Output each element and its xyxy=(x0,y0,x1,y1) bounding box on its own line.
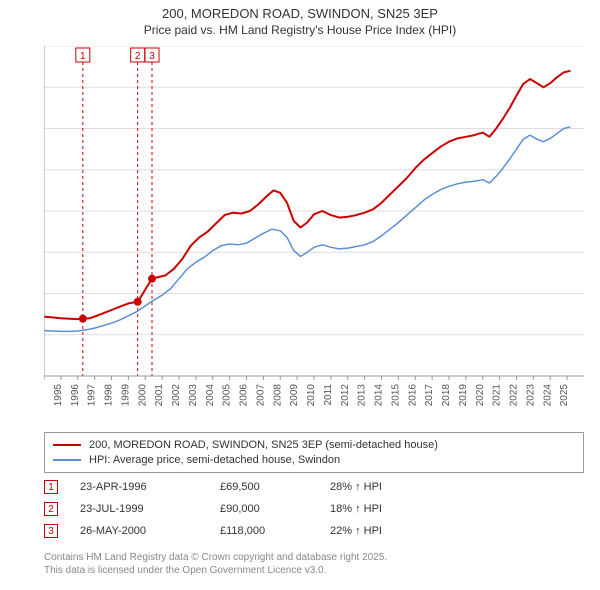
svg-text:2003: 2003 xyxy=(188,384,199,406)
svg-text:2018: 2018 xyxy=(441,384,452,406)
chart-plot-area: £0£50K£100K£150K£200K£250K£300K£350K£400… xyxy=(44,46,584,406)
svg-text:1: 1 xyxy=(80,51,86,62)
svg-text:2004: 2004 xyxy=(205,384,216,406)
svg-text:1997: 1997 xyxy=(87,384,98,406)
svg-text:2019: 2019 xyxy=(458,384,469,406)
svg-text:2017: 2017 xyxy=(424,384,435,406)
svg-text:2006: 2006 xyxy=(239,384,250,406)
event-hpi-2: 18% ↑ HPI xyxy=(330,503,382,515)
title-block: 200, MOREDON ROAD, SWINDON, SN25 3EP Pri… xyxy=(0,0,600,37)
svg-text:2001: 2001 xyxy=(154,384,165,406)
svg-text:2008: 2008 xyxy=(272,384,283,406)
svg-text:2010: 2010 xyxy=(306,384,317,406)
event-price-3: £118,000 xyxy=(220,525,330,537)
svg-text:2012: 2012 xyxy=(340,384,351,406)
event-row-1: 1 23-APR-1996 £69,500 28% ↑ HPI xyxy=(44,476,584,498)
svg-text:2023: 2023 xyxy=(525,384,536,406)
svg-text:2015: 2015 xyxy=(390,384,401,406)
legend-row-2: HPI: Average price, semi-detached house,… xyxy=(53,452,575,467)
svg-text:1998: 1998 xyxy=(104,384,115,406)
footer-attribution: Contains HM Land Registry data © Crown c… xyxy=(44,552,584,577)
legend-label-2: HPI: Average price, semi-detached house,… xyxy=(89,454,340,466)
event-date-2: 23-JUL-1999 xyxy=(80,503,220,515)
event-marker-2: 2 xyxy=(44,502,58,516)
event-hpi-1: 28% ↑ HPI xyxy=(330,481,382,493)
chart-container: 200, MOREDON ROAD, SWINDON, SN25 3EP Pri… xyxy=(0,0,600,590)
legend-box: 200, MOREDON ROAD, SWINDON, SN25 3EP (se… xyxy=(44,432,584,473)
event-hpi-3: 22% ↑ HPI xyxy=(330,525,382,537)
svg-text:2: 2 xyxy=(135,51,141,62)
svg-text:2005: 2005 xyxy=(222,384,233,406)
svg-text:2002: 2002 xyxy=(171,384,182,406)
event-price-1: £69,500 xyxy=(220,481,330,493)
event-date-1: 23-APR-1996 xyxy=(80,481,220,493)
svg-text:2007: 2007 xyxy=(255,384,266,406)
svg-text:2021: 2021 xyxy=(492,384,503,406)
event-date-3: 26-MAY-2000 xyxy=(80,525,220,537)
legend-label-1: 200, MOREDON ROAD, SWINDON, SN25 3EP (se… xyxy=(89,439,438,451)
event-price-2: £90,000 xyxy=(220,503,330,515)
svg-text:3: 3 xyxy=(149,51,155,62)
svg-text:1999: 1999 xyxy=(120,384,131,406)
svg-text:2011: 2011 xyxy=(323,384,334,406)
footer-line-1: Contains HM Land Registry data © Crown c… xyxy=(44,552,584,565)
svg-text:2013: 2013 xyxy=(357,384,368,406)
legend-swatch-1 xyxy=(53,444,81,446)
svg-text:1994: 1994 xyxy=(44,384,47,406)
legend-row-1: 200, MOREDON ROAD, SWINDON, SN25 3EP (se… xyxy=(53,437,575,452)
footer-line-2: This data is licensed under the Open Gov… xyxy=(44,565,584,578)
sale-events-block: 1 23-APR-1996 £69,500 28% ↑ HPI 2 23-JUL… xyxy=(44,476,584,542)
svg-text:1995: 1995 xyxy=(53,384,64,406)
svg-text:2016: 2016 xyxy=(407,384,418,406)
svg-text:2014: 2014 xyxy=(374,384,385,406)
chart-svg: £0£50K£100K£150K£200K£250K£300K£350K£400… xyxy=(44,46,584,406)
event-marker-3: 3 xyxy=(44,524,58,538)
event-marker-1: 1 xyxy=(44,480,58,494)
svg-text:1996: 1996 xyxy=(70,384,81,406)
svg-text:2009: 2009 xyxy=(289,384,300,406)
svg-text:2000: 2000 xyxy=(137,384,148,406)
svg-text:2024: 2024 xyxy=(542,384,553,406)
title-line-1: 200, MOREDON ROAD, SWINDON, SN25 3EP xyxy=(0,6,600,21)
svg-text:2025: 2025 xyxy=(559,384,570,406)
event-row-3: 3 26-MAY-2000 £118,000 22% ↑ HPI xyxy=(44,520,584,542)
title-line-2: Price paid vs. HM Land Registry's House … xyxy=(0,23,600,37)
svg-text:2020: 2020 xyxy=(475,384,486,406)
svg-text:2022: 2022 xyxy=(509,384,520,406)
event-row-2: 2 23-JUL-1999 £90,000 18% ↑ HPI xyxy=(44,498,584,520)
legend-swatch-2 xyxy=(53,459,81,461)
